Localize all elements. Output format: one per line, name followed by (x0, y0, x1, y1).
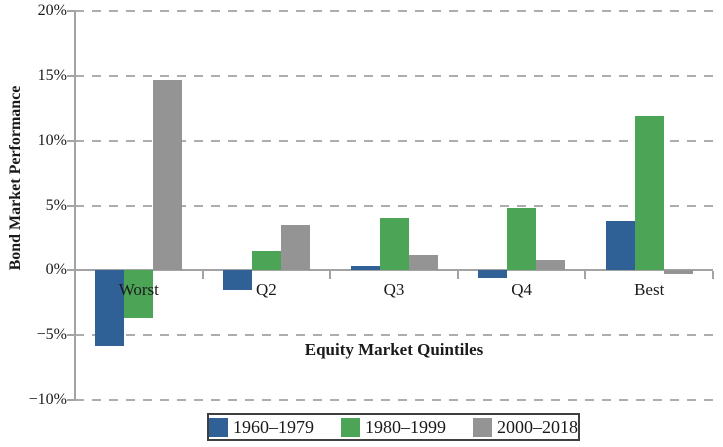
category-label-worst: Worst (118, 280, 159, 300)
gridline--5 (75, 334, 713, 337)
legend-item: 1980–1999 (341, 417, 446, 437)
bar-q3-1960–1979 (350, 266, 380, 271)
y-tick--5 (67, 334, 75, 337)
bar-worst-1960–1979 (95, 270, 125, 346)
legend-swatch-icon (341, 417, 360, 437)
bar-best-1960–1979 (605, 221, 635, 271)
category-label-best: Best (634, 280, 665, 300)
bar-q3-2000–2018 (408, 254, 438, 271)
y-tick-10 (67, 139, 75, 142)
bar-q2-1960–1979 (222, 270, 252, 290)
legend-item: 2000–2018 (473, 417, 578, 437)
x-boundary-tick (712, 271, 714, 280)
y-tick-label: 10% (37, 131, 67, 149)
legend-label: 1960–1979 (233, 417, 314, 437)
y-tick-label: 20% (37, 2, 67, 19)
bar-q2-1980–1999 (251, 250, 281, 271)
bar-q4-2000–2018 (536, 259, 566, 271)
bar-q3-1980–1999 (379, 218, 409, 271)
bar-q4-1980–1999 (507, 208, 537, 271)
legend-item: 1960–1979 (209, 417, 314, 437)
y-tick-0 (67, 269, 75, 272)
gridline-10 (75, 139, 713, 142)
gridline-15 (75, 74, 713, 77)
y-tick-label: −5% (36, 326, 67, 344)
x-boundary-tick (584, 271, 587, 280)
y-tick-label: 15% (37, 66, 67, 84)
gridline-5 (75, 204, 713, 207)
bar-best-1980–1999 (634, 116, 664, 271)
x-boundary-tick (201, 271, 204, 280)
gridline-20 (75, 10, 713, 12)
category-label-q2: Q2 (256, 280, 277, 300)
gridline--10 (75, 399, 713, 401)
y-tick-15 (67, 74, 75, 77)
bar-worst-2000–2018 (153, 79, 183, 271)
legend-label: 1980–1999 (365, 417, 446, 437)
legend-swatch-icon (209, 417, 228, 437)
y-tick-label: 5% (45, 196, 67, 214)
legend-label: 2000–2018 (497, 417, 578, 437)
legend-swatch-icon (473, 417, 492, 437)
y-tick-20 (67, 10, 75, 12)
y-tick--10 (67, 399, 75, 401)
y-tick-label: −10% (28, 391, 67, 408)
bar-worst-1980–1999 (124, 270, 154, 319)
bar-q2-2000–2018 (280, 224, 310, 271)
y-axis-title: Bond Market Performance (7, 85, 24, 271)
y-tick-label: 0% (45, 261, 67, 279)
legend: 1960–1979 1980–1999 2000–2018 (207, 413, 580, 441)
y-tick-5 (67, 204, 75, 207)
category-label-q3: Q3 (383, 280, 405, 300)
category-label-q4: Q4 (511, 280, 532, 300)
y-axis-line (74, 11, 76, 400)
x-boundary-tick (456, 271, 459, 280)
bar-q4-1960–1979 (478, 270, 508, 279)
bar-best-2000–2018 (663, 270, 693, 275)
x-axis-title: Equity Market Quintiles (304, 340, 484, 359)
x-boundary-tick (329, 271, 332, 280)
x-axis-line (75, 269, 713, 272)
